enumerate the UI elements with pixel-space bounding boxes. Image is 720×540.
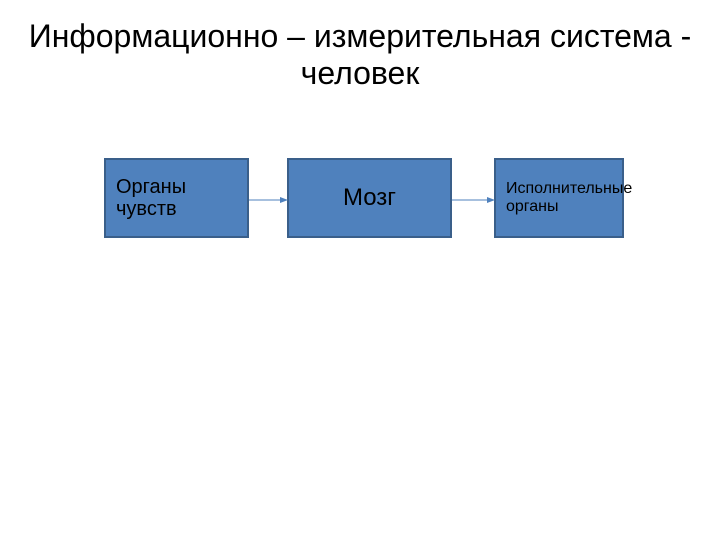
node-brain: Мозг (287, 158, 452, 238)
node-senses-label: Органы чувств (106, 176, 247, 220)
node-executors: Исполнительные органы (494, 158, 624, 238)
node-senses: Органы чувств (104, 158, 249, 238)
node-brain-label: Мозг (289, 185, 450, 211)
slide: Информационно – измерительная система - … (0, 0, 720, 540)
title-text: Информационно – измерительная система - … (29, 18, 692, 91)
page-title: Информационно – измерительная система - … (0, 18, 720, 92)
node-executors-label: Исполнительные органы (496, 180, 642, 215)
